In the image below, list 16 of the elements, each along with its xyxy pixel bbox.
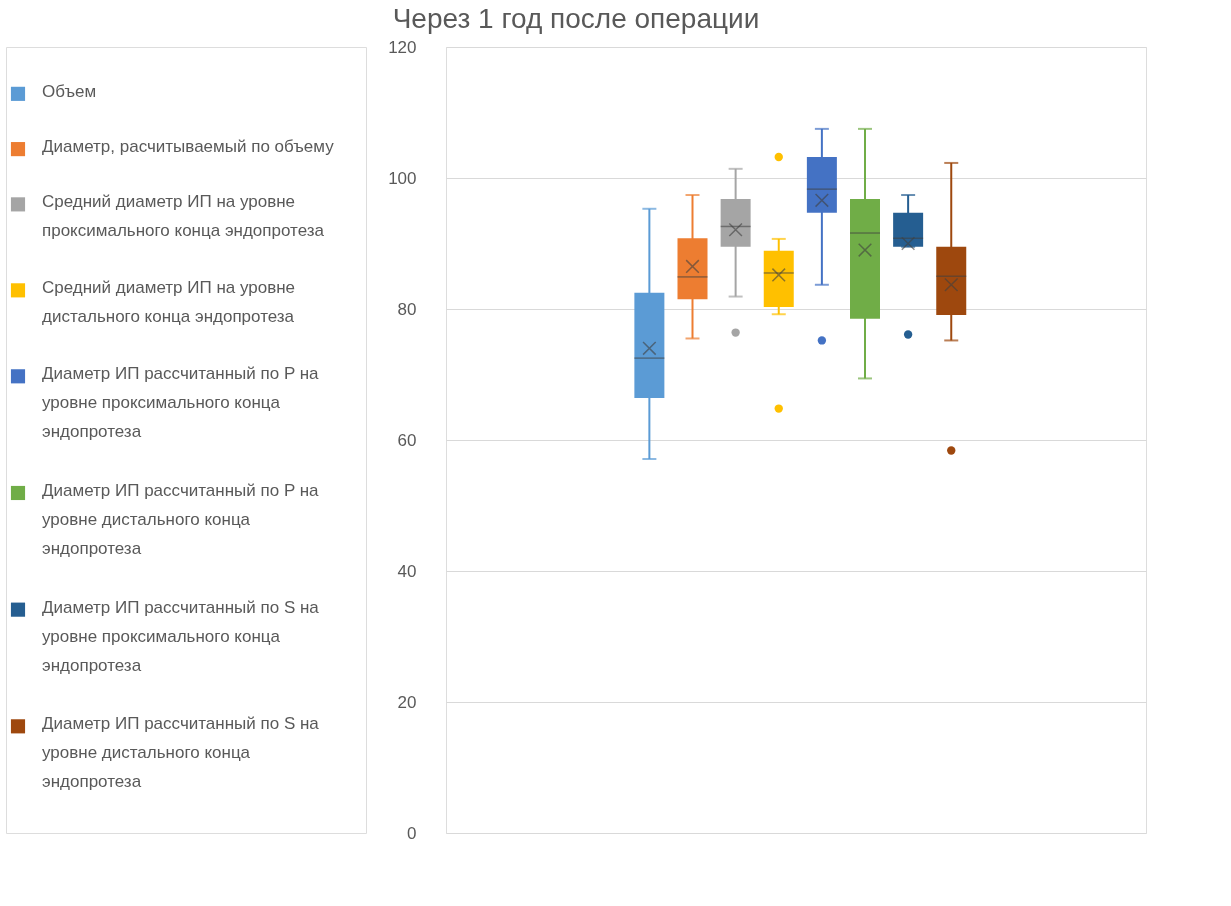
legend-label: Средний диаметр ИП на уровне дистального конца эндопротеза <box>42 278 296 327</box>
legend-label: Диаметр ИП рассчитанный по P на уровне проксимального конца эндопротеза <box>42 364 320 442</box>
y-tick-label: 80 <box>397 299 417 319</box>
y-tick-label: 40 <box>397 561 417 581</box>
y-tick-label: 0 <box>407 823 417 843</box>
legend-label: Диаметр, расчитываемый по объему <box>42 137 335 157</box>
chart-title: Через 1 год после операции <box>392 2 760 34</box>
legend-label: Объем <box>42 81 97 101</box>
y-tick-label: 100 <box>388 168 417 188</box>
legend-label: Диаметр ИП рассчитанный по S на уровне проксимального конца эндопротеза <box>42 597 320 675</box>
legend-label: Средний диаметр ИП на уровне проксимального конца эндопротеза <box>42 192 325 241</box>
y-tick-label: 20 <box>397 692 417 712</box>
legend-label: Диаметр ИП рассчитанный по S на уровне дистального конца эндопротеза <box>42 714 320 792</box>
y-tick-label: 120 <box>388 37 417 57</box>
legend-label: Диаметр ИП рассчитанный по P на уровне дистального конца эндопротеза <box>42 480 320 558</box>
y-tick-label: 60 <box>397 430 417 450</box>
